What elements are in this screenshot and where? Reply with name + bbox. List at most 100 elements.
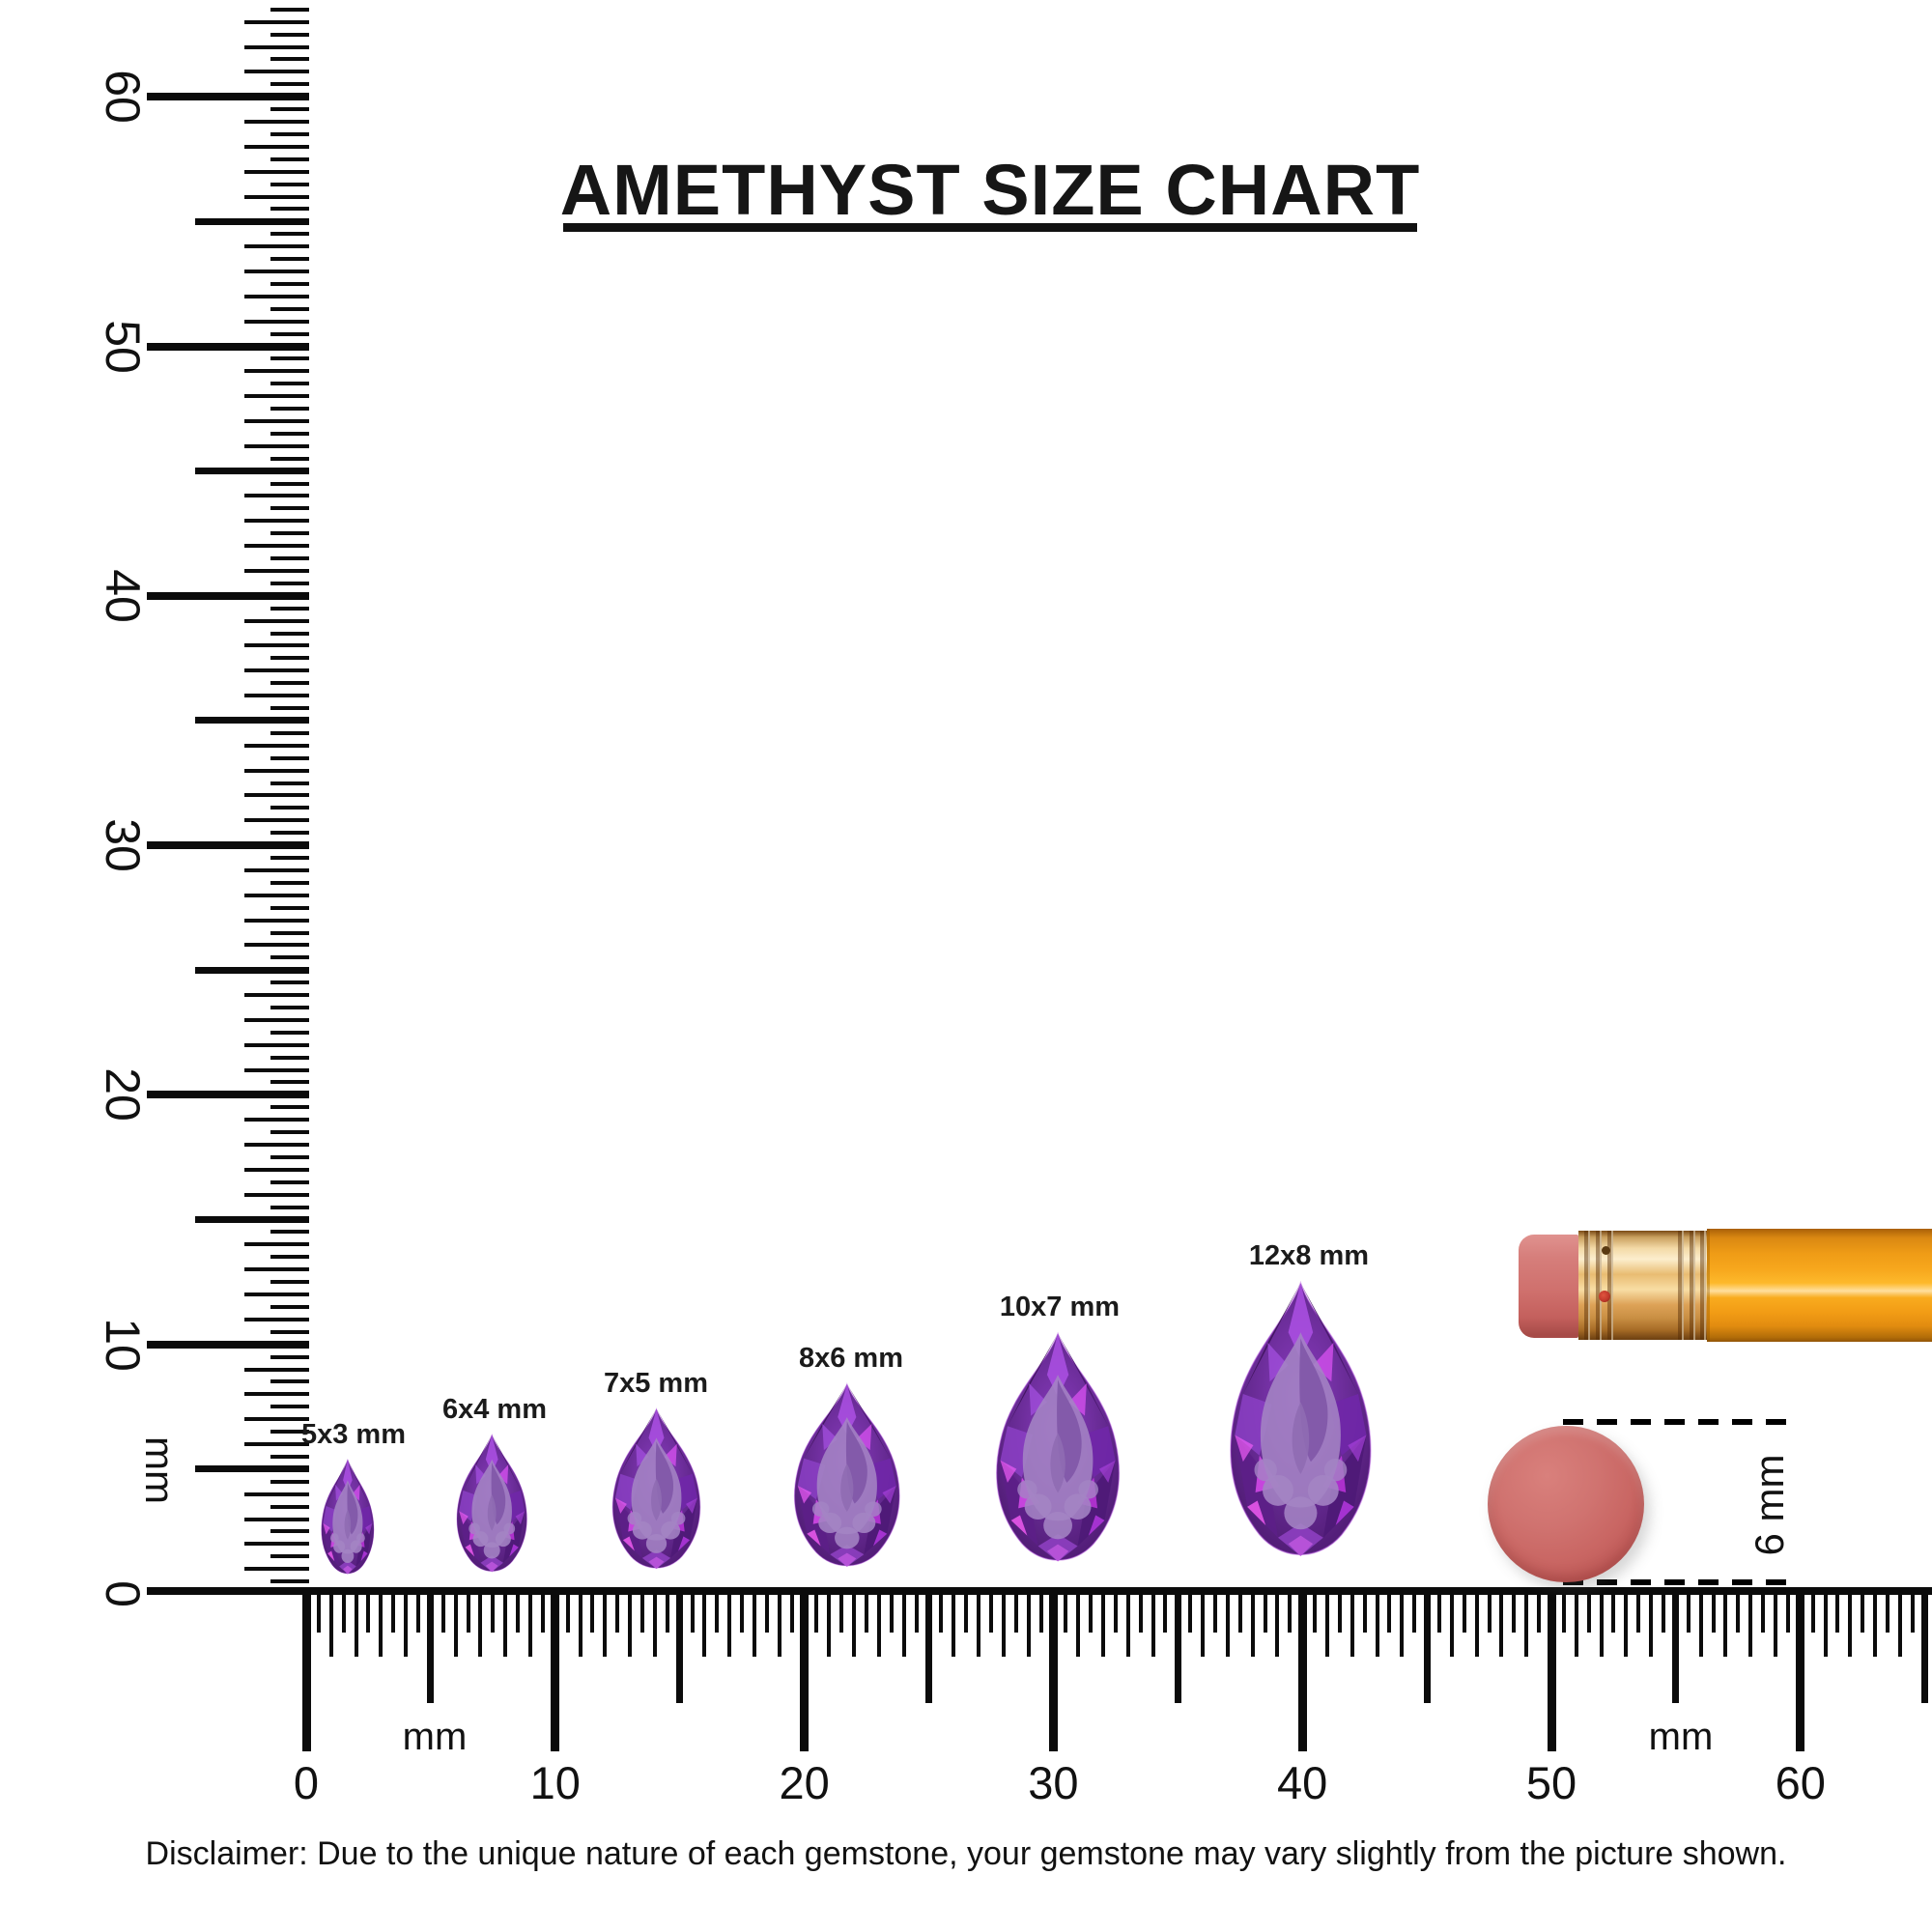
ruler-tick <box>244 244 309 249</box>
ruler-tick <box>1201 1591 1206 1657</box>
ruler-tick <box>1848 1591 1853 1657</box>
ruler-tick <box>270 382 309 386</box>
ruler-tick <box>244 418 309 423</box>
ruler-tick <box>270 1205 309 1209</box>
ruler-tick <box>491 1591 496 1633</box>
ruler-tick <box>244 1492 309 1496</box>
ruler-tick <box>977 1591 981 1657</box>
ruler-tick <box>528 1591 533 1657</box>
vertical-ruler-label-40: 40 <box>96 568 150 623</box>
ruler-tick <box>565 1591 570 1633</box>
ruler-tick <box>270 556 309 561</box>
ruler-tick <box>270 1055 309 1060</box>
ruler-tick <box>244 443 309 448</box>
ruler-tick <box>1089 1591 1094 1633</box>
ruler-tick <box>540 1591 545 1633</box>
ruler-tick <box>244 1442 309 1447</box>
ruler-tick <box>727 1591 732 1657</box>
ruler-tick <box>270 730 309 735</box>
ruler-tick <box>244 369 309 374</box>
ruler-tick <box>244 1417 309 1422</box>
ruler-tick <box>244 1067 309 1072</box>
ruler-tick <box>1362 1591 1367 1633</box>
ruler-tick <box>1026 1591 1031 1657</box>
gem-shape <box>612 1409 700 1570</box>
ruler-tick <box>1001 1591 1006 1657</box>
ruler-tick <box>1723 1591 1728 1657</box>
ruler-tick <box>244 1367 309 1372</box>
ruler-tick <box>676 1591 684 1703</box>
ruler-tick <box>603 1591 608 1657</box>
ferrule-ridge <box>1596 1231 1602 1340</box>
ruler-tick <box>1512 1591 1517 1633</box>
ruler-tick <box>753 1591 757 1657</box>
ferrule-ridge <box>1700 1231 1706 1340</box>
ruler-tick <box>800 1591 810 1751</box>
ruler-tick <box>1225 1591 1230 1657</box>
ruler-tick <box>1113 1591 1118 1633</box>
eraser-diameter-label: 6 mm <box>1747 1454 1792 1556</box>
ruler-tick <box>1897 1591 1902 1657</box>
horizontal-ruler-unit-right: mm <box>1648 1716 1714 1758</box>
ruler-tick <box>244 943 309 948</box>
ruler-tick <box>147 1340 309 1349</box>
ruler-tick <box>270 930 309 935</box>
gem-size-label: 7x5 mm <box>603 1368 709 1400</box>
ruler-tick <box>270 606 309 611</box>
gem-6x4mm <box>440 1433 543 1587</box>
ruler-tick <box>244 993 309 998</box>
ruler-tick <box>195 1216 309 1224</box>
ruler-tick <box>615 1591 620 1633</box>
ruler-tick <box>440 1591 445 1633</box>
ruler-tick <box>1064 1591 1068 1633</box>
dashed-line-bottom <box>1563 1579 1800 1585</box>
ruler-tick <box>270 1529 309 1534</box>
ruler-tick <box>640 1591 645 1633</box>
ruler-tick <box>244 394 309 399</box>
ruler-tick <box>270 82 309 87</box>
ruler-tick <box>1412 1591 1417 1633</box>
ruler-tick <box>478 1591 483 1657</box>
ruler-tick <box>244 568 309 573</box>
ruler-tick <box>195 468 309 475</box>
ruler-tick <box>270 656 309 661</box>
ruler-tick <box>1423 1591 1431 1703</box>
ruler-tick <box>988 1591 993 1633</box>
ruler-tick <box>270 880 309 885</box>
ruler-tick <box>590 1591 595 1633</box>
horizontal-ruler-label-60: 60 <box>1775 1757 1826 1808</box>
gem-size-label: 6x4 mm <box>441 1393 548 1425</box>
ruler-tick <box>244 1167 309 1172</box>
ruler-tick <box>1499 1591 1504 1657</box>
ruler-tick <box>391 1591 396 1633</box>
ruler-tick <box>1250 1591 1255 1657</box>
ruler-tick <box>270 980 309 985</box>
ruler-tick <box>244 494 309 498</box>
ruler-tick <box>1736 1591 1741 1633</box>
ruler-tick <box>270 1080 309 1085</box>
ruler-tick <box>244 1517 309 1521</box>
ruler-tick <box>244 694 309 698</box>
ruler-tick <box>1013 1591 1018 1633</box>
ruler-tick <box>270 806 309 810</box>
eraser-disc <box>1488 1426 1644 1582</box>
ruler-tick <box>270 781 309 785</box>
ruler-tick <box>551 1591 560 1751</box>
ruler-tick <box>244 1242 309 1247</box>
ruler-tick <box>964 1591 969 1633</box>
ruler-tick <box>147 342 309 351</box>
ruler-tick <box>270 1154 309 1159</box>
gem-shape <box>457 1435 526 1572</box>
ruler-tick <box>244 319 309 324</box>
ruler-tick <box>270 232 309 237</box>
ruler-tick <box>147 93 309 101</box>
ruler-tick <box>270 631 309 636</box>
ruler-tick <box>244 1192 309 1197</box>
ruler-tick <box>416 1591 420 1633</box>
pencil-image <box>1519 1229 1932 1342</box>
ruler-tick <box>1138 1591 1143 1633</box>
vertical-ruler-label-50: 50 <box>96 319 150 374</box>
ruler-tick <box>270 7 309 12</box>
gem-size-label: 5x3 mm <box>300 1419 407 1450</box>
ruler-tick <box>1835 1591 1840 1633</box>
